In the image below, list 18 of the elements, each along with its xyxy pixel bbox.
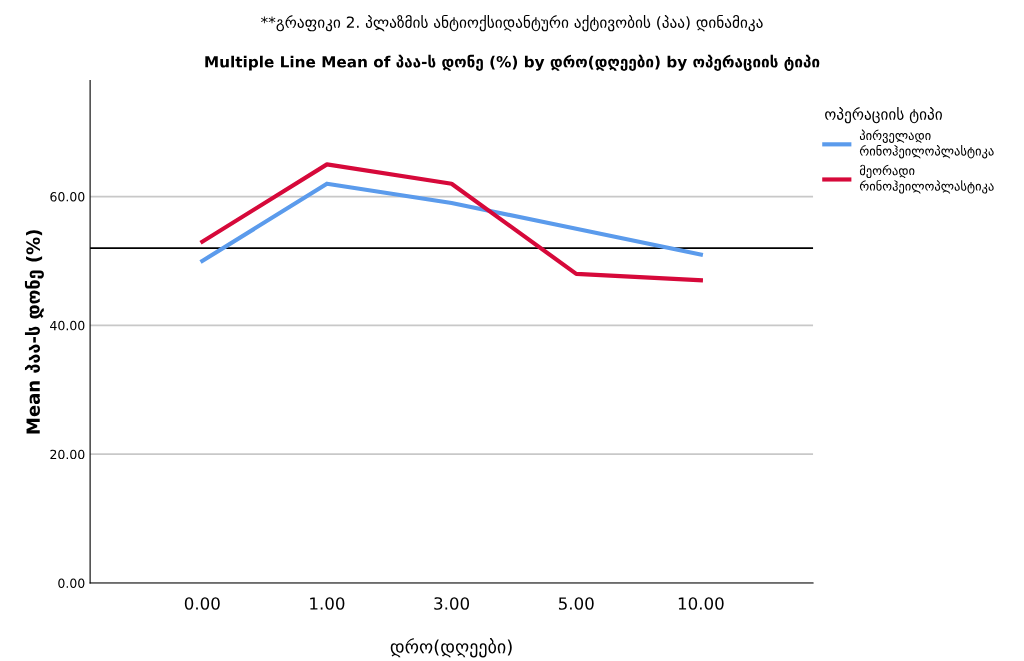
x-tick-label: 5.00	[558, 597, 594, 610]
x-tick-label: 0.00	[184, 597, 220, 610]
x-tick-label: 1.00	[310, 597, 345, 610]
legend-title: ოპერაციის ტიპი	[825, 106, 942, 124]
legend-label: მეორადი რინოჰეილოპლასტიკა	[859, 164, 994, 194]
chart-title: **გრაფიკი 2. პლაზმის ანტიოქსიდანტური აქტივობის (პაა) დინამიკა	[261, 14, 763, 32]
line-series	[200, 162, 703, 283]
y-tick-label: 20.00	[50, 449, 85, 460]
line-series	[200, 181, 703, 264]
y-tick-label: 60.00	[50, 192, 85, 202]
y-axis-title: Mean პაა-ს დონე (%)	[24, 230, 44, 434]
legend-label: პირველადი რინოჰეილოპლასტიკა	[859, 129, 994, 159]
y-tick-label: 40.00	[50, 320, 85, 331]
y-tick-label: 0.00	[58, 578, 85, 588]
x-axis-title: დრო(დღეები)	[390, 638, 512, 658]
x-tick-label: 3.00	[434, 597, 470, 610]
chart-subtitle: Multiple Line Mean of პაა-ს დონე (%) by დრო(დღეები) by ოპერაციის ტიპი	[205, 54, 820, 71]
x-tick-label: 10.00	[678, 597, 724, 610]
